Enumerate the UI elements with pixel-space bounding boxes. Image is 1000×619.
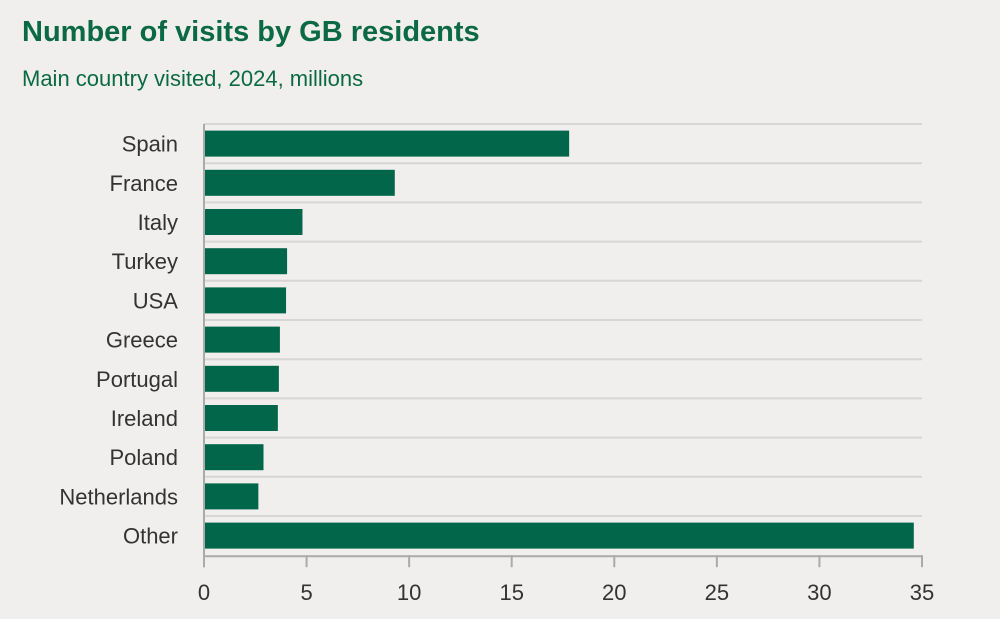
x-tick-label: 30 xyxy=(807,580,831,605)
bar-turkey xyxy=(205,248,288,275)
category-label: Turkey xyxy=(112,249,178,274)
bar-france xyxy=(205,169,395,196)
bar-usa xyxy=(205,287,287,314)
x-tick-label: 20 xyxy=(602,580,626,605)
x-tick-label: 15 xyxy=(499,580,523,605)
x-tick-label: 35 xyxy=(910,580,934,605)
category-label: USA xyxy=(133,288,179,313)
category-label: Greece xyxy=(106,328,178,353)
bar-italy xyxy=(205,209,303,235)
category-label: Netherlands xyxy=(59,484,178,509)
category-label: Spain xyxy=(122,132,178,157)
x-tick-label: 10 xyxy=(397,580,421,605)
bar-other xyxy=(205,522,914,549)
bar-spain xyxy=(205,130,570,157)
category-label: Other xyxy=(123,524,178,549)
category-label: Portugal xyxy=(96,367,178,392)
category-label: Italy xyxy=(138,210,178,235)
x-tick-label: 0 xyxy=(198,580,210,605)
category-label: Poland xyxy=(109,445,178,470)
category-label: Ireland xyxy=(111,406,178,431)
bar-portugal xyxy=(205,365,279,392)
chart-title: Number of visits by GB residents xyxy=(22,16,480,48)
bar-greece xyxy=(205,326,280,353)
x-tick-label: 5 xyxy=(300,580,312,605)
category-label: France xyxy=(110,171,178,196)
bar-poland xyxy=(205,444,264,471)
chart-subtitle: Main country visited, 2024, millions xyxy=(22,66,364,91)
bar-netherlands xyxy=(205,483,259,510)
bar-ireland xyxy=(205,405,278,431)
x-tick-label: 25 xyxy=(705,580,729,605)
